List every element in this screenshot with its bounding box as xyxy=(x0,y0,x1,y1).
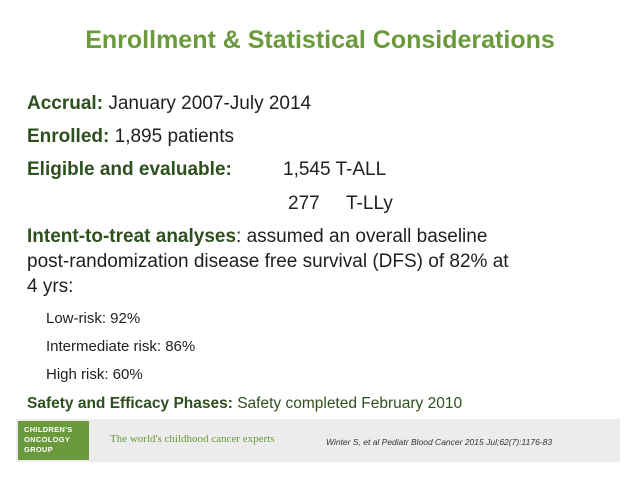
itt-line-3: 4 yrs: xyxy=(27,276,74,297)
logo-line-1: CHILDREN'S xyxy=(24,425,73,434)
eligible-label: Eligible and evaluable: xyxy=(27,159,232,180)
accrual-value: January 2007-July 2014 xyxy=(108,93,312,114)
enrolled-label: Enrolled: xyxy=(27,126,110,147)
accrual-label: Accrual: xyxy=(27,93,104,114)
accrual-line: Accrual: January 2007-July 2014 xyxy=(27,93,311,115)
eligible-tlly-label: T-LLy xyxy=(346,193,393,214)
phases-line: Safety and Efficacy Phases: Safety compl… xyxy=(27,395,462,413)
eligible-line: Eligible and evaluable: xyxy=(27,159,232,181)
itt-label: Intent-to-treat analyses xyxy=(27,226,237,247)
slide-title: Enrollment & Statistical Considerations xyxy=(85,26,555,54)
logo-line-2: ONCOLOGY xyxy=(24,435,71,444)
phases-label: Safety and Efficacy Phases: xyxy=(27,395,233,412)
itt-text-1: : assumed an overall baseline xyxy=(236,226,488,247)
phases-value: Safety completed February 2010 xyxy=(237,395,463,412)
risk-low: Low-risk: 92% xyxy=(46,310,141,327)
enrolled-value: 1,895 patients xyxy=(114,126,234,147)
footer-citation: Winter S, et al Pediatr Blood Cancer 201… xyxy=(326,437,553,447)
itt-line-1: Intent-to-treat analyses: assumed an ove… xyxy=(27,226,487,248)
risk-intermediate: Intermediate risk: 86% xyxy=(46,338,196,355)
footer-tagline: The world's childhood cancer experts xyxy=(110,433,275,445)
footer-bar xyxy=(16,419,620,462)
enrolled-line: Enrolled: 1,895 patients xyxy=(27,126,234,148)
itt-line-2: post-randomization disease free survival… xyxy=(27,251,509,272)
eligible-tlly-count: 277 xyxy=(288,193,320,214)
logo-line-3: GROUP xyxy=(24,445,54,454)
cog-logo: CHILDREN'S ONCOLOGY GROUP xyxy=(18,421,89,460)
eligible-tall: 1,545 T-ALL xyxy=(283,159,387,180)
risk-high: High risk: 60% xyxy=(46,366,143,383)
